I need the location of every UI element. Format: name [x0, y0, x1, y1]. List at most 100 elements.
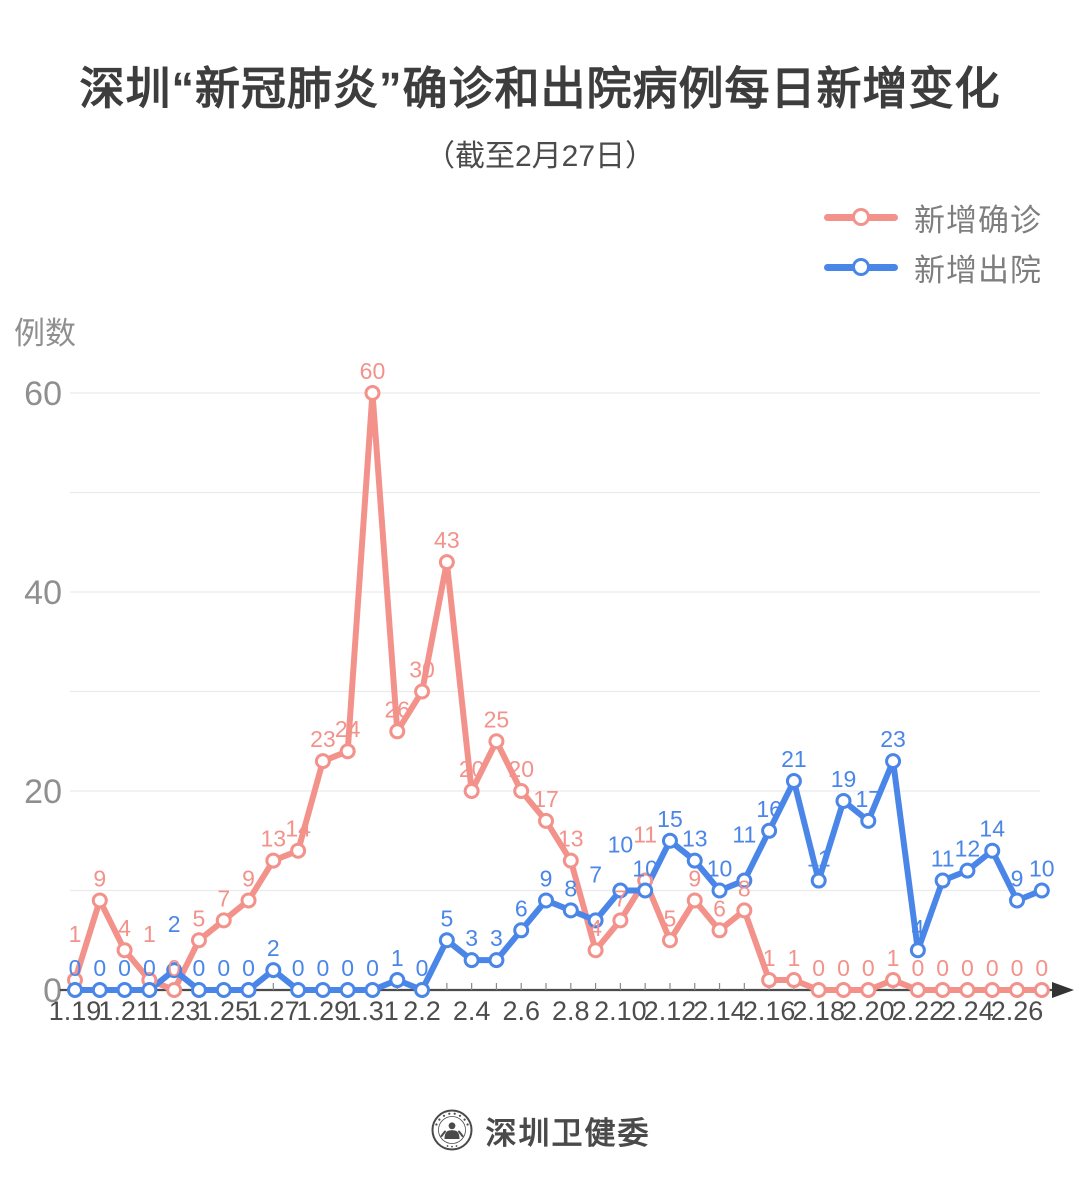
svg-text:2.8: 2.8 — [552, 996, 590, 1026]
discharged-line-swatch-icon — [824, 258, 898, 276]
svg-text:0: 0 — [217, 955, 230, 981]
svg-text:2.18: 2.18 — [792, 996, 845, 1026]
svg-text:11: 11 — [732, 822, 756, 848]
svg-text:23: 23 — [310, 726, 336, 752]
svg-text:5: 5 — [664, 905, 677, 931]
svg-text:10: 10 — [608, 832, 634, 858]
svg-text:6: 6 — [713, 895, 726, 921]
discharged-series-points — [67, 753, 1050, 998]
svg-text:17: 17 — [855, 786, 881, 812]
chart-header: 深圳“新冠肺炎”确诊和出院病例每日新增变化 （截至2月27日） — [0, 0, 1080, 175]
svg-text:21: 21 — [781, 746, 807, 772]
svg-text:1.19: 1.19 — [49, 996, 102, 1026]
svg-text:2.6: 2.6 — [502, 996, 540, 1026]
svg-text:2.26: 2.26 — [991, 996, 1044, 1026]
confirmed-series-line — [72, 390, 1045, 993]
svg-text:2.12: 2.12 — [644, 996, 697, 1026]
svg-text:9: 9 — [242, 865, 255, 891]
health-commission-seal-icon — [431, 1109, 472, 1151]
svg-text:0: 0 — [93, 955, 106, 981]
svg-text:60: 60 — [360, 358, 386, 384]
svg-text:3: 3 — [465, 925, 478, 951]
svg-text:8: 8 — [738, 875, 751, 901]
svg-text:0: 0 — [862, 955, 875, 981]
svg-text:0: 0 — [366, 955, 379, 981]
svg-text:10: 10 — [632, 856, 658, 882]
svg-text:1: 1 — [391, 945, 404, 971]
svg-text:20: 20 — [24, 773, 62, 811]
svg-text:2.4: 2.4 — [453, 996, 491, 1026]
svg-text:例数: 例数 — [14, 316, 76, 351]
svg-text:15: 15 — [657, 806, 683, 832]
legend-item-discharged: 新增出院 — [824, 242, 1042, 292]
svg-text:6: 6 — [515, 895, 528, 921]
legend-item-confirmed: 新增确诊 — [824, 192, 1042, 242]
svg-text:2.20: 2.20 — [842, 996, 895, 1026]
svg-text:0: 0 — [1035, 955, 1048, 981]
svg-text:1: 1 — [788, 945, 801, 971]
legend: 新增确诊 新增出院 — [824, 192, 1042, 292]
svg-text:1.31: 1.31 — [346, 996, 399, 1026]
svg-text:7: 7 — [589, 861, 602, 887]
svg-text:11: 11 — [807, 846, 831, 872]
svg-text:1: 1 — [143, 921, 156, 947]
svg-text:1: 1 — [887, 945, 900, 971]
svg-text:16: 16 — [756, 796, 782, 822]
svg-text:0: 0 — [292, 955, 305, 981]
svg-text:7: 7 — [217, 885, 230, 911]
svg-text:10: 10 — [707, 856, 733, 882]
svg-text:11: 11 — [931, 846, 955, 872]
svg-text:9: 9 — [540, 865, 553, 891]
svg-text:1: 1 — [763, 945, 776, 971]
svg-text:8: 8 — [564, 875, 577, 901]
svg-text:0: 0 — [416, 955, 429, 981]
page-subtitle: （截至2月27日） — [424, 140, 656, 173]
page-title: 深圳“新冠肺炎”确诊和出院病例每日新增变化 — [79, 63, 1001, 114]
svg-text:9: 9 — [688, 865, 701, 891]
svg-text:0: 0 — [986, 955, 999, 981]
svg-text:2.24: 2.24 — [941, 996, 994, 1026]
svg-text:10: 10 — [1029, 856, 1055, 882]
svg-text:2.2: 2.2 — [403, 996, 441, 1026]
y-gridlines — [70, 392, 1040, 892]
svg-text:0: 0 — [1011, 955, 1024, 981]
svg-text:2.10: 2.10 — [594, 996, 647, 1026]
svg-text:1.25: 1.25 — [197, 996, 250, 1026]
svg-text:0: 0 — [242, 955, 255, 981]
svg-text:1.23: 1.23 — [148, 996, 201, 1026]
svg-text:20: 20 — [508, 756, 534, 782]
svg-text:20: 20 — [459, 756, 485, 782]
svg-text:19: 19 — [831, 766, 857, 792]
svg-text:40: 40 — [24, 574, 62, 612]
svg-text:43: 43 — [434, 527, 460, 553]
svg-text:0: 0 — [193, 955, 206, 981]
svg-text:7: 7 — [614, 885, 627, 911]
svg-text:24: 24 — [335, 716, 361, 742]
svg-text:0: 0 — [341, 955, 354, 981]
svg-text:0: 0 — [118, 955, 131, 981]
svg-text:9: 9 — [93, 865, 106, 891]
confirmed-line-swatch-icon — [824, 208, 898, 226]
svg-text:14: 14 — [285, 816, 311, 842]
svg-text:2: 2 — [267, 935, 280, 961]
svg-text:1.27: 1.27 — [247, 996, 300, 1026]
svg-text:25: 25 — [484, 706, 510, 732]
discharged-series-line — [72, 758, 1045, 993]
svg-text:17: 17 — [533, 786, 559, 812]
svg-text:0: 0 — [911, 955, 924, 981]
x-axis-labels: 1.191.211.231.251.271.291.31 2.2 2.4 2.6 2.8… — [49, 996, 1044, 1026]
svg-text:0: 0 — [69, 955, 82, 981]
svg-text:5: 5 — [440, 905, 453, 931]
svg-text:2.22: 2.22 — [892, 996, 945, 1026]
svg-text:30: 30 — [409, 657, 435, 683]
svg-text:4: 4 — [589, 915, 602, 941]
svg-text:2.16: 2.16 — [743, 996, 796, 1026]
svg-text:0: 0 — [317, 955, 330, 981]
svg-text:0: 0 — [812, 955, 825, 981]
svg-text:13: 13 — [558, 826, 584, 852]
svg-text:12: 12 — [955, 836, 981, 862]
svg-text:26: 26 — [384, 696, 410, 722]
svg-text:0: 0 — [143, 955, 156, 981]
